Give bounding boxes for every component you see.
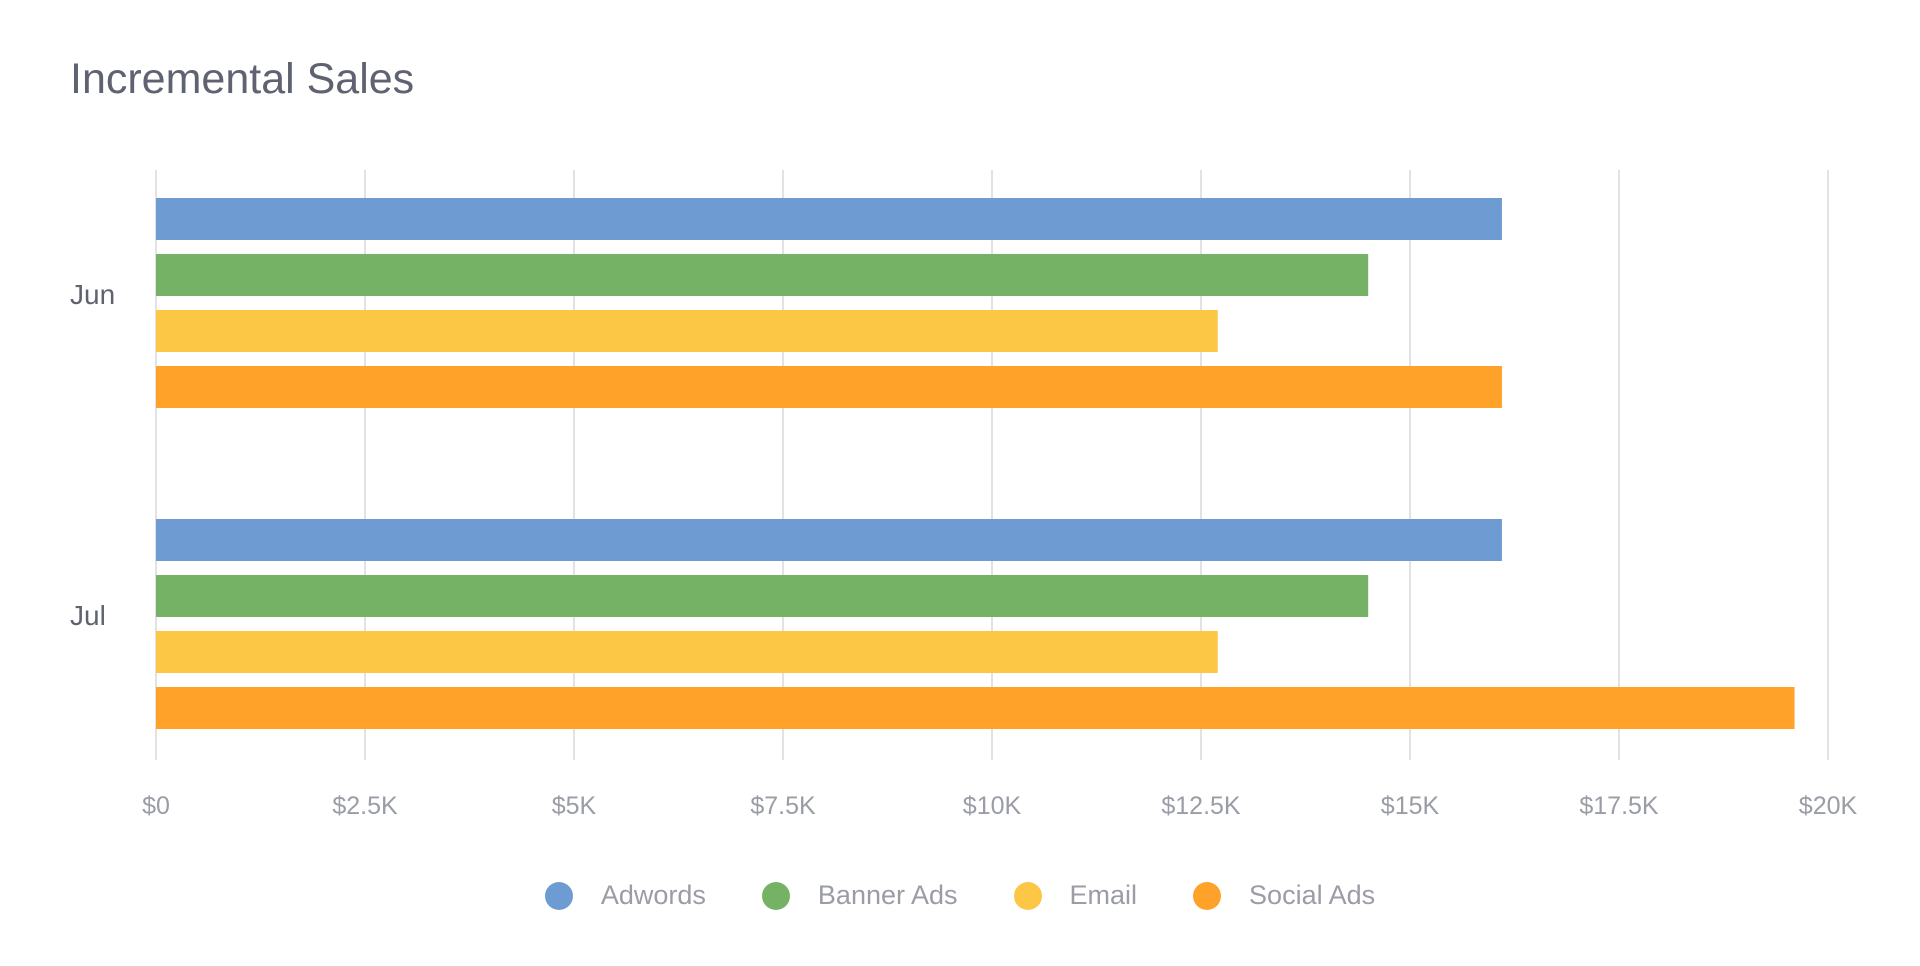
tick-label: $0 bbox=[142, 792, 170, 820]
bar bbox=[156, 631, 1218, 673]
legend-swatch bbox=[544, 881, 573, 910]
tick-label: $10K bbox=[963, 792, 1022, 820]
legend-swatch bbox=[761, 881, 790, 910]
legend-label: Banner Ads bbox=[817, 880, 958, 910]
tick-label: $5K bbox=[552, 792, 597, 820]
bar bbox=[156, 687, 1795, 729]
tick-label: $15K bbox=[1381, 792, 1440, 820]
bar bbox=[156, 519, 1502, 561]
tick-label: $7.5K bbox=[750, 792, 816, 820]
bar bbox=[156, 254, 1369, 296]
chart-legend: Adwords Banner Ads Email Social Ads bbox=[0, 880, 1920, 911]
bar bbox=[156, 366, 1502, 408]
tick-label: $17.5K bbox=[1579, 792, 1659, 820]
bar bbox=[156, 310, 1218, 352]
legend-item[interactable]: Social Ads bbox=[1193, 880, 1375, 911]
bar bbox=[156, 575, 1369, 617]
legend-item[interactable]: Adwords bbox=[544, 880, 706, 911]
chart-title: Incremental Sales bbox=[70, 55, 415, 103]
category-label: Jul bbox=[70, 600, 106, 631]
legend-label: Email bbox=[1069, 880, 1138, 910]
tick-label: $2.5K bbox=[332, 792, 398, 820]
tick-label: $12.5K bbox=[1161, 792, 1241, 820]
legend-item[interactable]: Email bbox=[1013, 880, 1138, 911]
legend-item[interactable]: Banner Ads bbox=[761, 880, 958, 911]
tick-label: $20K bbox=[1799, 792, 1858, 820]
legend-label: Adwords bbox=[600, 880, 706, 910]
bar bbox=[156, 198, 1502, 240]
category-label: Jun bbox=[70, 279, 115, 310]
legend-label: Social Ads bbox=[1249, 880, 1376, 910]
legend-swatch bbox=[1013, 881, 1042, 910]
legend-swatch bbox=[1193, 881, 1222, 910]
